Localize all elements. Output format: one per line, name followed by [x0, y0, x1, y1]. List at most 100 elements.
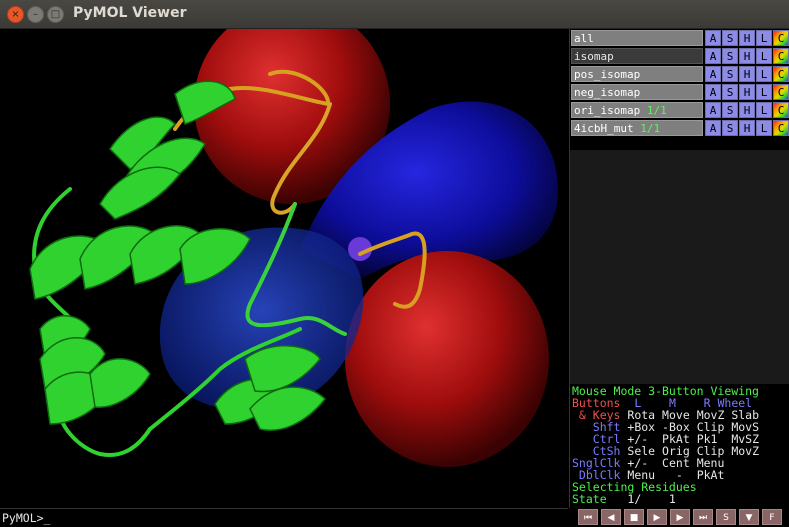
object-row[interactable]: all A S H L C — [570, 30, 789, 47]
mouse-binding-w: Slab — [731, 408, 760, 422]
minimize-icon: – — [33, 9, 38, 20]
maximize-window-button[interactable]: □ — [47, 6, 64, 23]
color-menu-button[interactable]: C — [773, 48, 789, 64]
object-name-label: pos_isomap — [574, 68, 641, 81]
helix-bottom — [39, 337, 327, 431]
helix-top — [99, 80, 236, 220]
mouse-binding-l: Rota — [627, 408, 656, 422]
object-state-label: 1/1 — [640, 122, 661, 135]
mouse-binding-r: Pk1 — [696, 432, 725, 446]
label-menu-button[interactable]: L — [756, 120, 772, 136]
first-frame-button[interactable]: ⏮ — [578, 509, 598, 525]
stop-button[interactable]: ■ — [624, 509, 644, 525]
object-name-button[interactable]: 4icbH_mut 1/1 — [571, 120, 703, 136]
fullscreen-label: F — [769, 513, 775, 523]
label-menu-button[interactable]: L — [756, 66, 772, 82]
next-frame-icon: ▶ — [676, 513, 684, 523]
object-row[interactable]: isomap A S H L C — [570, 48, 789, 65]
show-menu-button[interactable]: S — [722, 102, 738, 118]
central-atom — [348, 237, 372, 261]
mouse-mode-title-text: Mouse Mode 3-Button Viewing — [572, 384, 759, 398]
next-frame-button[interactable]: ▶ — [670, 509, 690, 525]
label-menu-button[interactable]: L — [756, 84, 772, 100]
show-menu-button[interactable]: S — [722, 66, 738, 82]
fullscreen-button[interactable]: F — [762, 509, 782, 525]
object-row[interactable]: neg_isomap A S H L C — [570, 84, 789, 101]
mouse-binding-w: MvSZ — [731, 432, 760, 446]
col-r: R — [703, 396, 711, 410]
object-name-label: isomap — [574, 50, 614, 63]
helix-left — [29, 225, 251, 360]
hide-menu-button[interactable]: H — [739, 102, 755, 118]
color-menu-button[interactable]: C — [773, 120, 789, 136]
action-menu-button[interactable]: A — [705, 120, 721, 136]
mouse-binding-m: Move — [662, 408, 690, 422]
3d-viewport[interactable] — [0, 29, 568, 508]
play-button[interactable]: ▶ — [647, 509, 667, 525]
selecting-mode[interactable]: Selecting Residues — [572, 481, 697, 493]
molecule-render[interactable] — [0, 29, 568, 508]
mouse-binding-row: SnglClk +/- Cent Menu — [572, 457, 731, 469]
first-frame-icon: ⏮ — [583, 513, 593, 523]
hide-menu-button[interactable]: H — [739, 66, 755, 82]
close-icon: × — [11, 9, 20, 20]
action-menu-button[interactable]: A — [705, 30, 721, 46]
mouse-binding-r: MovZ — [696, 408, 725, 422]
show-menu-button[interactable]: S — [722, 120, 738, 136]
col-m: M — [668, 396, 676, 410]
playback-controls: ⏮ ◀ ■ ▶ ▶ ⏭ S ▼ F — [569, 508, 789, 526]
object-name-label: neg_isomap — [574, 86, 641, 99]
mouse-binding-r: PkAt — [696, 468, 725, 482]
scene-menu-button[interactable]: ▼ — [739, 509, 759, 525]
mouse-binding-row: & Keys Rota Move MovZ Slab — [572, 409, 759, 421]
close-window-button[interactable]: × — [7, 6, 24, 23]
action-menu-button[interactable]: A — [705, 48, 721, 64]
selecting-mode-text: Selecting Residues — [572, 480, 697, 494]
label-menu-button[interactable]: L — [756, 30, 772, 46]
mouse-binding-modifier: DblClk — [572, 468, 621, 482]
object-name-button[interactable]: neg_isomap — [571, 84, 703, 100]
color-menu-button[interactable]: C — [773, 30, 789, 46]
mouse-binding-m: Orig — [662, 444, 690, 458]
hide-menu-button[interactable]: H — [739, 84, 755, 100]
hide-menu-button[interactable]: H — [739, 30, 755, 46]
action-menu-button[interactable]: A — [705, 66, 721, 82]
label-menu-button[interactable]: L — [756, 48, 772, 64]
mouse-mode-help[interactable]: Mouse Mode 3-Button Viewing Buttons L M … — [572, 385, 789, 508]
scene-button[interactable]: S — [716, 509, 736, 525]
show-menu-button[interactable]: S — [722, 48, 738, 64]
last-frame-button[interactable]: ⏭ — [693, 509, 713, 525]
object-name-button[interactable]: all — [571, 30, 703, 46]
object-row[interactable]: ori_isomap 1/1 A S H L C — [570, 102, 789, 119]
minimize-window-button[interactable]: – — [27, 6, 44, 23]
color-menu-button[interactable]: C — [773, 66, 789, 82]
object-name-button[interactable]: pos_isomap — [571, 66, 703, 82]
hide-menu-button[interactable]: H — [739, 48, 755, 64]
object-row[interactable]: 4icbH_mut 1/1 A S H L C — [570, 120, 789, 137]
title-bar: × – □ PyMOL Viewer — [0, 0, 789, 29]
mouse-binding-r: Menu — [696, 456, 725, 470]
object-name-label: all — [574, 32, 594, 45]
mouse-binding-l: +/- — [627, 456, 656, 470]
hide-menu-button[interactable]: H — [739, 120, 755, 136]
color-menu-button[interactable]: C — [773, 102, 789, 118]
mouse-mode-title[interactable]: Mouse Mode 3-Button Viewing — [572, 385, 759, 397]
action-menu-button[interactable]: A — [705, 84, 721, 100]
negative-isosurface-top — [194, 29, 390, 204]
object-name-button[interactable]: ori_isomap 1/1 — [571, 102, 703, 118]
color-menu-button[interactable]: C — [773, 84, 789, 100]
previous-frame-icon: ◀ — [607, 513, 615, 523]
action-menu-button[interactable]: A — [705, 102, 721, 118]
mouse-binding-m: PkAt — [662, 432, 690, 446]
show-menu-button[interactable]: S — [722, 84, 738, 100]
object-row[interactable]: pos_isomap A S H L C — [570, 66, 789, 83]
show-menu-button[interactable]: S — [722, 30, 738, 46]
mouse-binding-w: MovS — [731, 420, 760, 434]
previous-frame-button[interactable]: ◀ — [601, 509, 621, 525]
command-line-input[interactable]: PyMOL>_ — [0, 508, 568, 526]
label-menu-button[interactable]: L — [756, 102, 772, 118]
object-name-button[interactable]: isomap — [571, 48, 703, 64]
scene-label: S — [723, 513, 729, 523]
